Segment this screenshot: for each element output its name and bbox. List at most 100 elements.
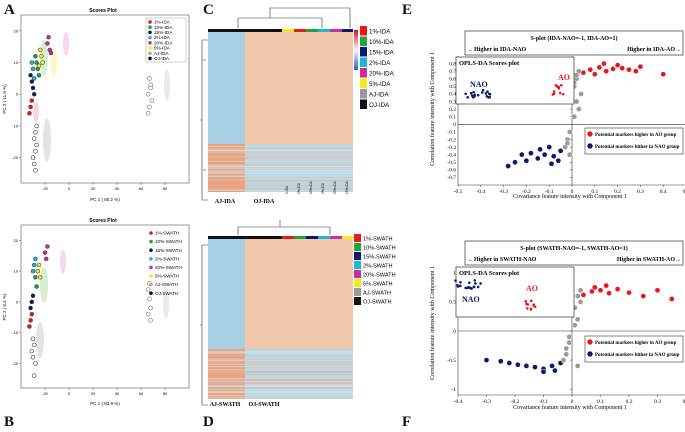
chart-e-legend-nao: Potential markers hither in NAO group [595,145,680,150]
chart-c-small-label: 20%-IDA [333,180,337,194]
chart-c-legend-swatch [360,36,367,46]
chart-f-point [563,345,570,352]
chart-a-point [145,91,151,97]
chart-a-point [48,50,54,56]
chart-c-legend-label: 15%-IDA [369,49,395,56]
chart-f-point [497,358,504,365]
chart-e-point [601,60,607,67]
chart-e-inset-point [561,92,565,96]
chart-e-point [614,62,621,68]
chart-f-inset-title: OPLS-DA Scores plot [459,270,520,277]
chart-d-bar-1 [282,236,294,239]
chart-e-xtick-label: -0.1 [545,189,554,195]
chart-d-bar-15 [306,236,318,239]
chart-e-point [660,71,667,78]
chart-b-legend-label: 10%-SWATH [155,239,182,244]
chart-e-legend-ao-marker [586,130,594,138]
chart-c-stripe [208,156,353,158]
chart-f-point [506,360,513,366]
chart-f-ytick-label: 0 [453,329,456,335]
chart-d-stripe [208,371,353,372]
chart-a-xtick-label: 40 [115,186,120,191]
chart-f-point [577,287,584,294]
chart-c-legend-swatch [360,99,367,109]
chart-b-xtick-label: 80 [163,391,168,396]
chart-d-legend-swatch [354,297,361,305]
chart-d-group-aj: AJ-SWATH [210,402,241,408]
chart-c-small-label: 10%-IDA [309,180,313,194]
chart-b-xtick-label: 60 [139,391,144,396]
chart-b-point [31,262,37,268]
chart-f-point [574,363,581,369]
chart-f-inset-point [529,299,533,303]
chart-e-point [587,66,594,73]
chart-f-point [591,284,598,291]
chart-b-legend-marker [149,257,153,261]
chart-f-point [566,339,572,346]
chart-e-inset-point [480,91,484,94]
chart-d-row-dendrogram [200,244,208,406]
chart-b-point [33,275,38,280]
chart-a-pca-ida: Scores Plot -20 0 20 40 60 80 20 10 0 -10 -20 PC 1… [2,8,190,202]
chart-d-stripe [208,381,353,383]
chart-f-inset-point [468,281,471,285]
chart-a-point [33,130,38,135]
chart-a-point [30,66,36,72]
chart-a-xlabel: PC 1 ( 80.2 %) [90,197,120,202]
chart-e-ytick-label: -0.6 [447,168,456,174]
chart-b-ytick-label: -10 [12,330,19,335]
chart-f-point [483,357,490,363]
chart-d-bar-aj [208,236,245,239]
chart-f-point [606,290,612,297]
chart-a-point [36,72,42,78]
chart-c-stripe [208,165,353,166]
chart-b-point [45,244,50,249]
chart-d-bar-10 [294,236,306,239]
chart-d-stripe [208,372,353,373]
chart-c-stripe [208,176,353,177]
chart-e-point [557,148,564,154]
chart-e-inset-point [485,94,489,98]
chart-e-point [537,146,543,153]
chart-f-inset-point [525,307,529,310]
chart-f-point [532,364,538,370]
chart-e-inset-point [476,93,480,97]
chart-f-inset-point [532,304,536,307]
chart-e-xtick-label: -0.2 [522,189,531,195]
chart-d-stripe [208,377,353,379]
panel-letter-c: C [203,2,214,18]
chart-e-inset-nao: NAO [470,80,488,89]
chart-f-legend-ao: Potential markers higher in AO group [595,341,677,346]
panel-letter-a: A [4,2,15,18]
chart-b-ylabel: PC 2 ( 6.4 %) [2,293,7,321]
chart-d-stripe [208,366,353,367]
chart-a-point [33,149,38,154]
chart-e-splot-ida: S-plot (IDA-NAO=-1, IDA-AO=1) ←Higher in… [429,30,685,200]
chart-d-stripe [208,390,353,392]
chart-a-region-magenta [63,32,69,56]
chart-e-xtick-label: -0.4 [476,189,485,195]
chart-f-inset-point [476,285,480,289]
chart-a-legend-marker [148,25,152,30]
chart-b-point [148,305,153,311]
chart-a-legend-label: AJ-IDA [154,51,169,56]
chart-a-point [27,111,32,116]
chart-f-xtick-label: 0.4 [683,399,685,405]
chart-e-ylabel: Correlation feature intensity with Compo… [429,52,436,166]
chart-a-point [31,76,37,81]
chart-c-stripe [208,179,353,181]
chart-c-stripe [208,189,353,191]
chart-b-legend-marker [149,231,153,235]
chart-f-inset-point [454,279,457,282]
chart-c-legend-label: 1%-IDA [369,28,391,35]
chart-e-point [541,151,548,158]
chart-e-right-note: Higher in IDA-AO→ [627,47,681,53]
chart-f-inset-point [473,279,477,282]
chart-a-legend-label: 1%-IDA [154,20,171,25]
chart-f-legend-nao: Potential markers hither in NAO group [595,353,680,358]
chart-b-legend-marker [149,282,153,287]
chart-a-point [33,53,38,59]
chart-c-small-label: 1%-IDA [297,182,301,194]
chart-e-point [619,65,626,71]
chart-e-inset-point [469,91,473,95]
